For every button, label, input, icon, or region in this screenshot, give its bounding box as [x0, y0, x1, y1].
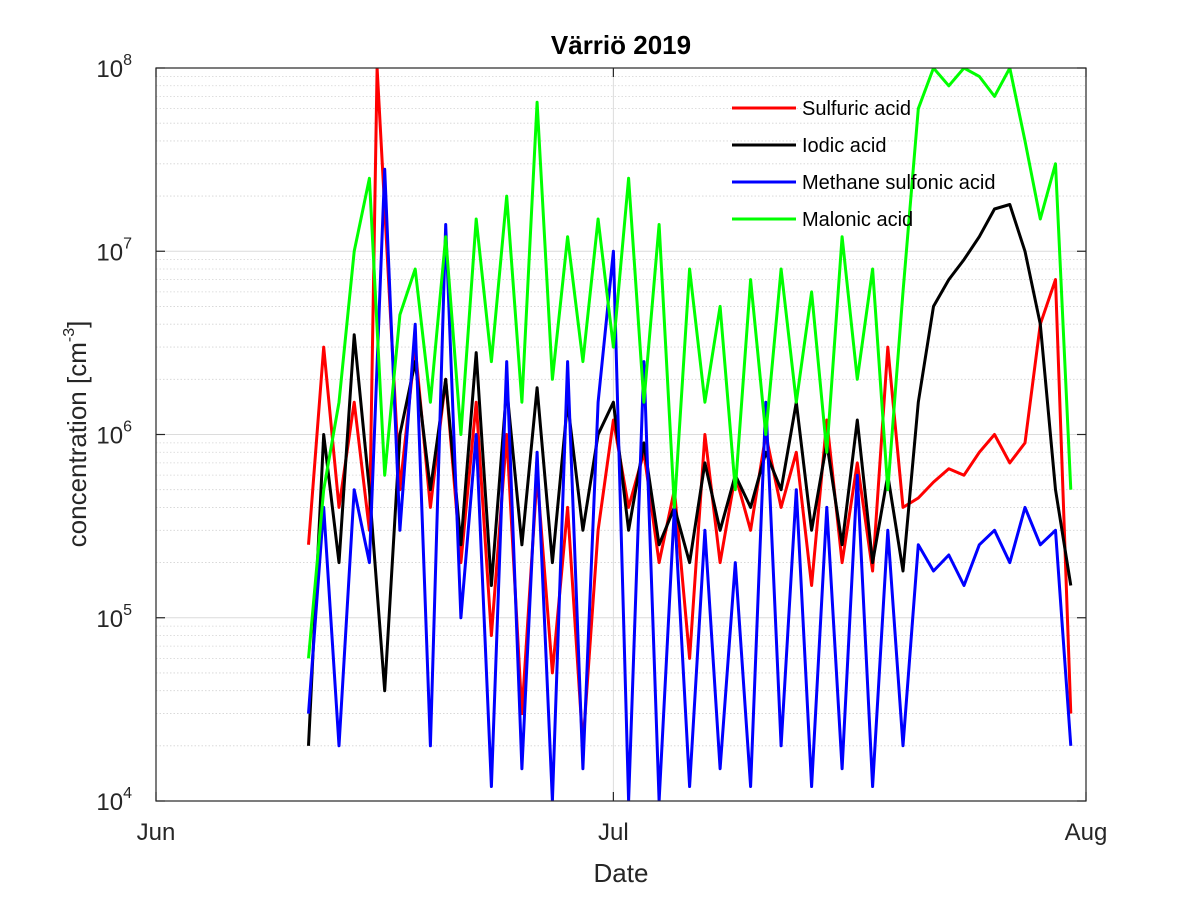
- y-tick-label-4: 104: [96, 785, 132, 816]
- y-tick-label-5: 105: [96, 602, 132, 633]
- series-line-malonic-acid: [307, 68, 1073, 659]
- legend-label-sulfuric-acid: Sulfuric acid: [802, 98, 911, 120]
- series-line-methane-sulfonic-acid: [307, 167, 1073, 801]
- legend-label-methane-sulfonic-acid: Methane sulfonic acid: [802, 172, 995, 194]
- y-axis-label: concentration [cm-3]: [61, 321, 92, 548]
- series-line-iodic-acid: [307, 203, 1073, 746]
- grid: [155, 67, 1087, 802]
- legend: Sulfuric acid Iodic acid Methane sulfonic …: [732, 98, 995, 231]
- x-axis-label: Date: [594, 858, 649, 888]
- chart-title: Värriö 2019: [551, 30, 691, 60]
- x-tick-label-aug: Aug: [1065, 819, 1108, 846]
- y-tick-label-8: 108: [96, 52, 132, 83]
- legend-label-malonic-acid: Malonic acid: [802, 209, 913, 231]
- y-axis-label-base: concentration [cm: [62, 342, 92, 547]
- x-tick-label-jun: Jun: [137, 819, 176, 846]
- legend-label-iodic-acid: Iodic acid: [802, 135, 887, 157]
- y-axis-label-end: ]: [62, 321, 92, 328]
- series-layer: [307, 68, 1073, 801]
- x-tick-label-jul: Jul: [598, 819, 629, 846]
- series-line-sulfuric-acid: [307, 68, 1073, 748]
- y-axis-label-exponent: -3: [61, 328, 78, 342]
- ticks: Jun Jul Aug 104 105 106 107 108: [96, 52, 1107, 846]
- y-tick-label-6: 106: [96, 419, 132, 450]
- y-tick-label-7: 107: [96, 235, 132, 266]
